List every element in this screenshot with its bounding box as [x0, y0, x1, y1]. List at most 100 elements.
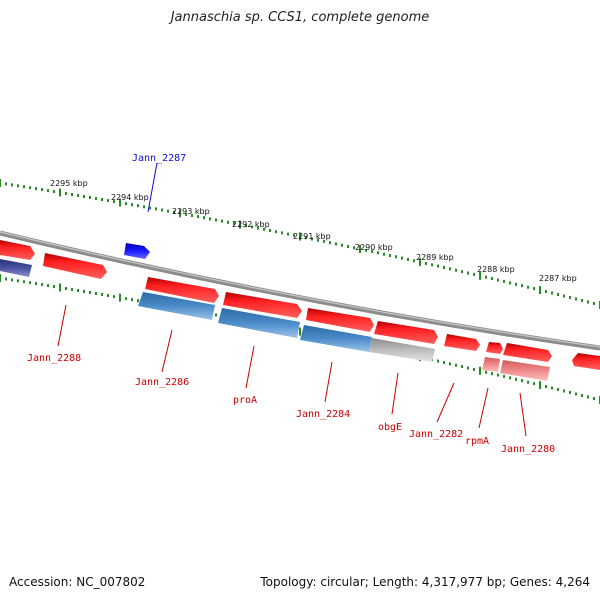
minor-tick [515, 377, 517, 381]
minor-tick [125, 202, 127, 206]
minor-tick [23, 185, 25, 189]
minor-tick [47, 189, 49, 193]
minor-tick [509, 281, 511, 285]
minor-tick [11, 183, 13, 187]
minor-tick [551, 291, 553, 295]
label-leaders [57, 162, 527, 437]
minor-tick [143, 205, 145, 209]
minor-tick [137, 204, 139, 208]
gene-jann-2287[interactable] [124, 243, 150, 259]
minor-tick [125, 297, 127, 301]
gene-label-obge[interactable]: obgE [378, 422, 402, 433]
minor-tick [113, 295, 115, 299]
minor-tick [155, 207, 157, 211]
gene-jann-2286[interactable] [138, 292, 215, 320]
minor-tick [515, 282, 517, 286]
minor-tick [89, 196, 91, 199]
minor-tick [47, 284, 49, 288]
gene-label-jann-2288[interactable]: Jann_2288 [27, 353, 81, 364]
minor-tick [389, 254, 391, 257]
gene-feature[interactable] [503, 343, 552, 362]
minor-tick [263, 227, 265, 231]
genome-title: Jannaschia sp. CCS1, complete genome [170, 10, 430, 25]
minor-tick [587, 395, 589, 399]
minor-tick [17, 279, 19, 283]
major-tick [59, 283, 61, 292]
minor-tick [335, 242, 337, 246]
kbp-label: 2291 kbp [293, 232, 331, 241]
minor-tick [71, 193, 73, 196]
minor-tick [41, 283, 43, 287]
gene-jann-2288[interactable] [43, 253, 107, 279]
minor-tick [35, 187, 37, 191]
minor-tick [77, 289, 79, 292]
minor-tick [449, 362, 451, 366]
major-tick [0, 179, 1, 187]
minor-tick [437, 359, 439, 363]
gene-label-jann-2280[interactable]: Jann_2280 [501, 444, 555, 455]
gene-feature[interactable] [374, 321, 438, 344]
minor-tick [533, 287, 535, 291]
minor-tick [527, 285, 529, 289]
minor-tick [455, 268, 457, 272]
minor-tick [353, 246, 355, 250]
minor-tick [29, 281, 31, 285]
minor-tick [581, 394, 583, 397]
gene-feature[interactable] [0, 240, 35, 260]
minor-tick [557, 293, 559, 296]
gene-proa[interactable] [218, 308, 300, 338]
kbp-label: 2294 kbp [111, 193, 149, 202]
gene-feature[interactable] [0, 259, 32, 277]
minor-tick [587, 300, 589, 304]
minor-tick [89, 291, 91, 294]
minor-tick [11, 278, 13, 282]
gene-label-jann-2286[interactable]: Jann_2286 [135, 377, 189, 388]
minor-tick [467, 271, 469, 275]
minor-tick [485, 275, 487, 279]
minor-tick [101, 293, 103, 296]
minor-tick [593, 397, 595, 400]
minor-tick [317, 238, 319, 242]
gene-jann-2284[interactable] [300, 325, 372, 352]
gene-label-rpma[interactable]: rpmA [465, 436, 489, 447]
minor-tick [35, 282, 37, 286]
minor-tick [347, 245, 349, 248]
gene-rpma[interactable] [482, 357, 500, 372]
minor-tick [545, 290, 547, 294]
gene-feature[interactable] [306, 308, 374, 332]
gene-obge[interactable] [369, 338, 435, 362]
minor-tick [533, 382, 535, 386]
gene-label-jann-2282[interactable]: Jann_2282 [409, 429, 463, 440]
minor-tick [551, 386, 553, 390]
gene-jann-2282[interactable] [444, 334, 480, 351]
major-tick [119, 293, 121, 302]
minor-tick [563, 389, 565, 393]
gene-feature[interactable] [486, 342, 503, 354]
minor-tick [395, 255, 397, 259]
gene-jann-2280[interactable] [500, 360, 550, 381]
minor-tick [23, 280, 25, 284]
minor-tick [149, 206, 151, 210]
minor-tick [305, 236, 307, 240]
minor-tick [83, 195, 85, 198]
gene-feature[interactable] [145, 277, 219, 303]
minor-tick [329, 241, 331, 245]
minor-tick [449, 267, 451, 271]
minor-tick [65, 192, 67, 195]
major-tick [479, 271, 481, 280]
gene-feature[interactable] [572, 353, 600, 370]
gene-feature[interactable] [223, 292, 302, 318]
minor-tick [593, 302, 595, 305]
minor-tick [503, 374, 505, 378]
minor-tick [467, 366, 469, 370]
genome-backbone-highlight [0, 231, 600, 348]
minor-tick [203, 216, 205, 220]
gene-label-jann-2287[interactable]: Jann_2287 [132, 153, 186, 164]
gene-label-jann-2284[interactable]: Jann_2284 [296, 409, 350, 420]
gene-label-proa[interactable]: proA [233, 395, 257, 406]
minor-tick [461, 270, 463, 274]
minor-tick [293, 233, 295, 237]
accession-text: Accession: NC_007802 [9, 575, 146, 589]
minor-tick [95, 292, 97, 295]
kbp-label: 2293 kbp [172, 207, 210, 216]
